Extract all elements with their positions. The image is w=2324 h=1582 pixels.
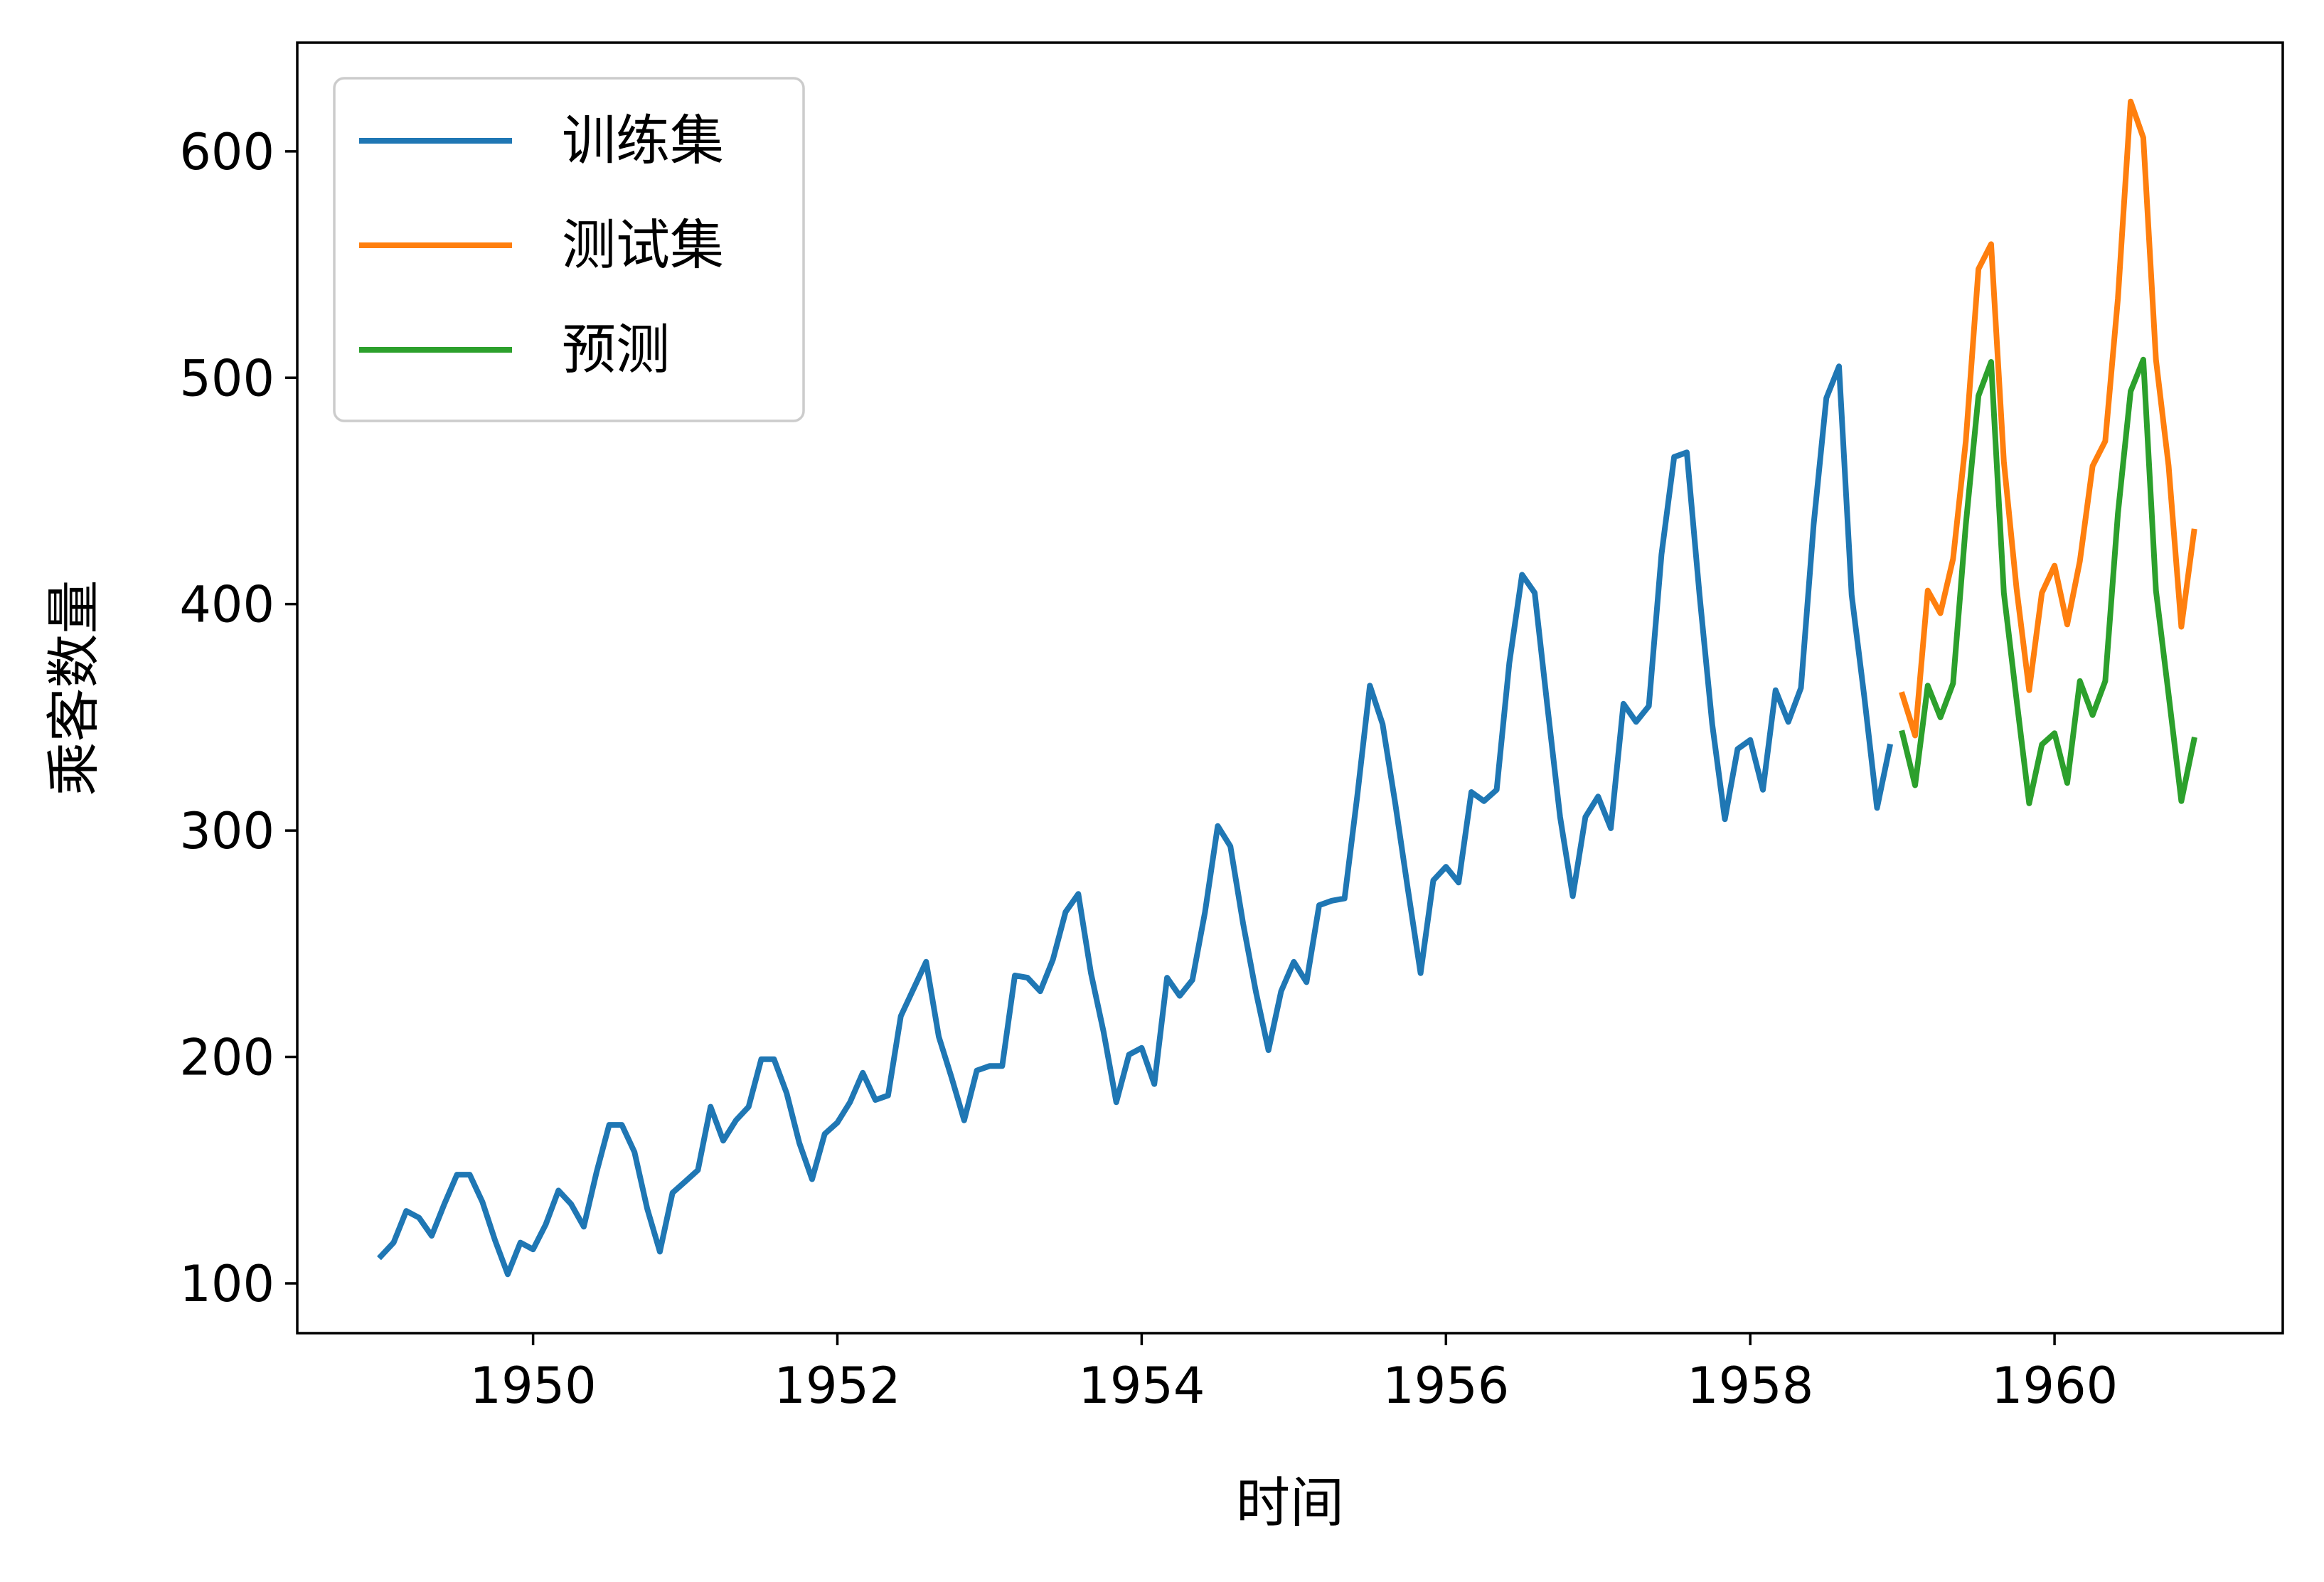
y-tick-label: 600 xyxy=(179,123,274,181)
y-tick-label: 400 xyxy=(179,576,274,634)
x-tick-label: 1950 xyxy=(470,1357,597,1415)
legend-label: 测试集 xyxy=(562,213,724,277)
y-tick-label: 100 xyxy=(179,1255,274,1313)
series-line-2 xyxy=(1899,98,2197,739)
x-tick-label: 1954 xyxy=(1078,1357,1205,1415)
series-line-3 xyxy=(1899,356,2197,806)
y-axis-label: 乘客数量 xyxy=(42,580,105,796)
legend-label: 训练集 xyxy=(562,109,724,172)
axes-frame xyxy=(296,41,2284,1335)
x-tick-label: 1958 xyxy=(1687,1357,1813,1415)
series-lines xyxy=(377,98,2197,1278)
legend-label: 预测 xyxy=(562,318,670,381)
y-tick-label: 300 xyxy=(179,802,274,860)
series-line-1 xyxy=(377,363,1894,1278)
x-axis-ticks: 1950 1952 1954 1956 1958 1960 xyxy=(470,1333,2118,1415)
y-tick-label: 200 xyxy=(179,1029,274,1087)
legend-box xyxy=(333,77,805,422)
y-axis-ticks: 100 200 300 400 500 600 xyxy=(179,123,297,1313)
x-tick-label: 1960 xyxy=(1991,1357,2118,1415)
x-tick-label: 1952 xyxy=(774,1357,900,1415)
y-tick-label: 500 xyxy=(179,349,274,407)
x-tick-label: 1956 xyxy=(1382,1357,1509,1415)
x-axis-label: 时间 xyxy=(1236,1471,1344,1534)
